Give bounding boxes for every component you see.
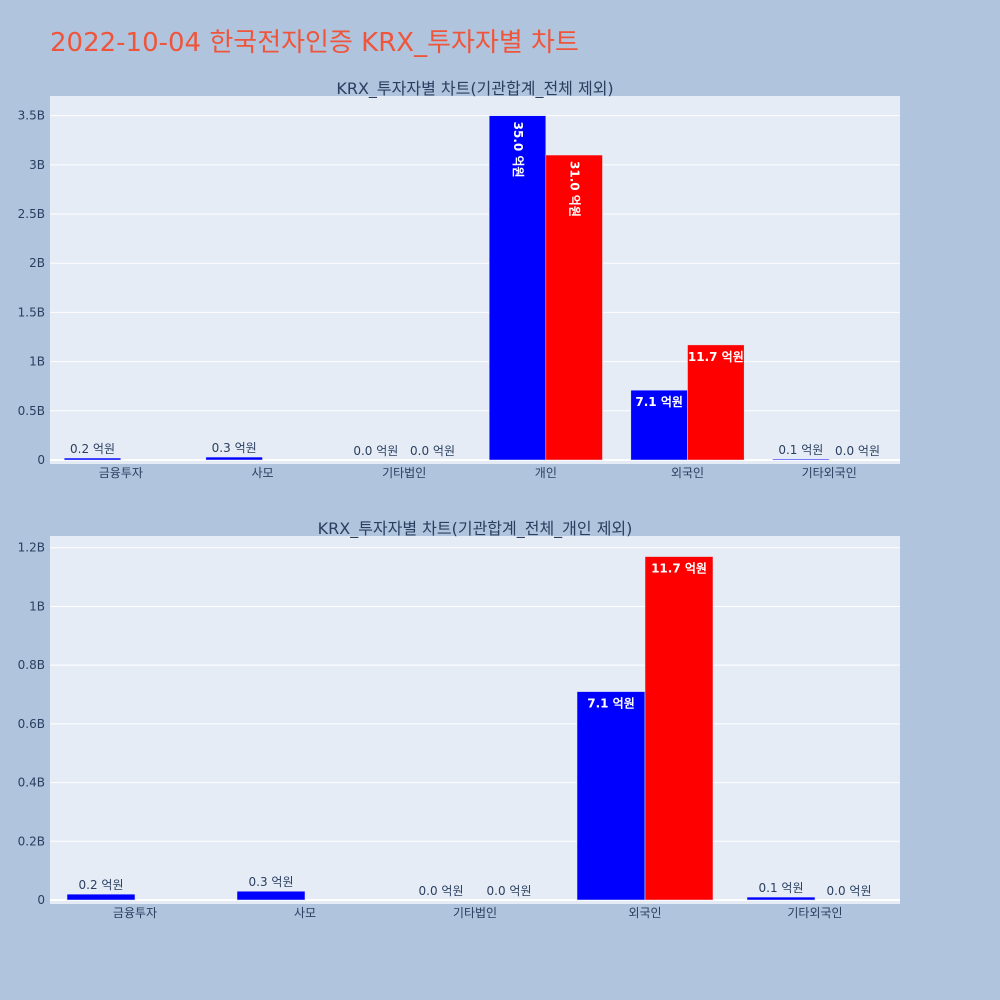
- x-tick-label: 개인: [535, 466, 557, 480]
- bar: [746, 896, 816, 901]
- y-tick-label: 3.5B: [18, 109, 45, 123]
- y-tick-label: 0: [37, 453, 45, 467]
- bar: [576, 691, 646, 901]
- x-tick-label: 기타외국인: [802, 466, 857, 480]
- x-tick-label: 기타법인: [453, 906, 497, 920]
- page-title: 2022-10-04 한국전자인증 KRX_투자자별 차트: [50, 28, 579, 58]
- y-tick-label: 2B: [29, 256, 45, 270]
- bar: [488, 115, 547, 461]
- x-tick-label: 금융투자: [99, 466, 143, 480]
- y-tick-label: 1.2B: [18, 541, 45, 555]
- data-label: 0.1 억원: [759, 881, 804, 895]
- y-tick-label: 3B: [29, 158, 45, 172]
- data-label: 0.2 억원: [79, 878, 124, 892]
- plot-area: [50, 536, 900, 904]
- data-label: 0.0 억원: [487, 884, 532, 898]
- data-label: 7.1 억원: [587, 697, 635, 711]
- x-tick-label: 기타외국인: [787, 906, 842, 920]
- data-label: 0.0 억원: [827, 884, 872, 898]
- bar: [66, 893, 136, 901]
- data-label: 31.0 억원: [568, 161, 582, 217]
- x-tick-label: 기타법인: [382, 466, 426, 480]
- bar: [545, 154, 603, 461]
- chart-title: KRX_투자자별 차트(기관합계_전체_개인 제외): [318, 519, 633, 539]
- data-label: 0.2 억원: [70, 442, 115, 456]
- y-tick-label: 0.2B: [18, 834, 45, 848]
- x-tick-label: 금융투자: [113, 906, 157, 920]
- y-tick-label: 0: [37, 893, 45, 907]
- bar: [63, 457, 122, 461]
- chart-2: 0 0.2B 0.4B 0.6B 0.8B 1B 1.2B KRX_투자자별 차트(기관합계_…: [18, 519, 900, 920]
- data-label: 0.0 억원: [410, 444, 455, 458]
- data-label: 11.7 억원: [688, 350, 744, 364]
- x-tick-label: 사모: [294, 906, 316, 920]
- y-tick-label: 1.5B: [18, 305, 45, 319]
- plot-area: [50, 96, 900, 464]
- bar: [205, 456, 263, 461]
- data-label: 0.0 억원: [353, 444, 398, 458]
- chart-1: 0 0.5B 1B 1.5B 2B 2.5B 3B 3.5B KRX_투자자별 차트(기관합계_…: [18, 79, 900, 480]
- data-label: 7.1 억원: [635, 395, 683, 409]
- x-tick-label: 외국인: [628, 906, 661, 920]
- x-tick-label: 외국인: [671, 466, 704, 480]
- data-label: 0.3 억원: [249, 875, 294, 889]
- bar: [772, 458, 830, 461]
- y-tick-label: 2.5B: [18, 207, 45, 221]
- data-label: 0.1 억원: [778, 443, 823, 457]
- y-tick-label: 0.6B: [18, 717, 45, 731]
- bar: [630, 389, 688, 461]
- data-label: 0.3 억원: [212, 441, 257, 455]
- data-label: 11.7 억원: [651, 562, 707, 576]
- y-tick-label: 0.4B: [18, 776, 45, 790]
- x-tick-label: 사모: [251, 466, 273, 480]
- y-tick-label: 0.8B: [18, 658, 45, 672]
- data-label: 0.0 억원: [835, 444, 880, 458]
- chart-title: KRX_투자자별 차트(기관합계_전체 제외): [336, 79, 613, 99]
- y-tick-label: 1B: [29, 599, 45, 613]
- y-tick-label: 1B: [29, 355, 45, 369]
- data-label: 35.0 억원: [511, 122, 525, 178]
- bar: [236, 890, 306, 901]
- y-tick-label: 0.5B: [18, 404, 45, 418]
- bar: [687, 344, 745, 461]
- bar: [644, 556, 714, 901]
- data-label: 0.0 억원: [419, 884, 464, 898]
